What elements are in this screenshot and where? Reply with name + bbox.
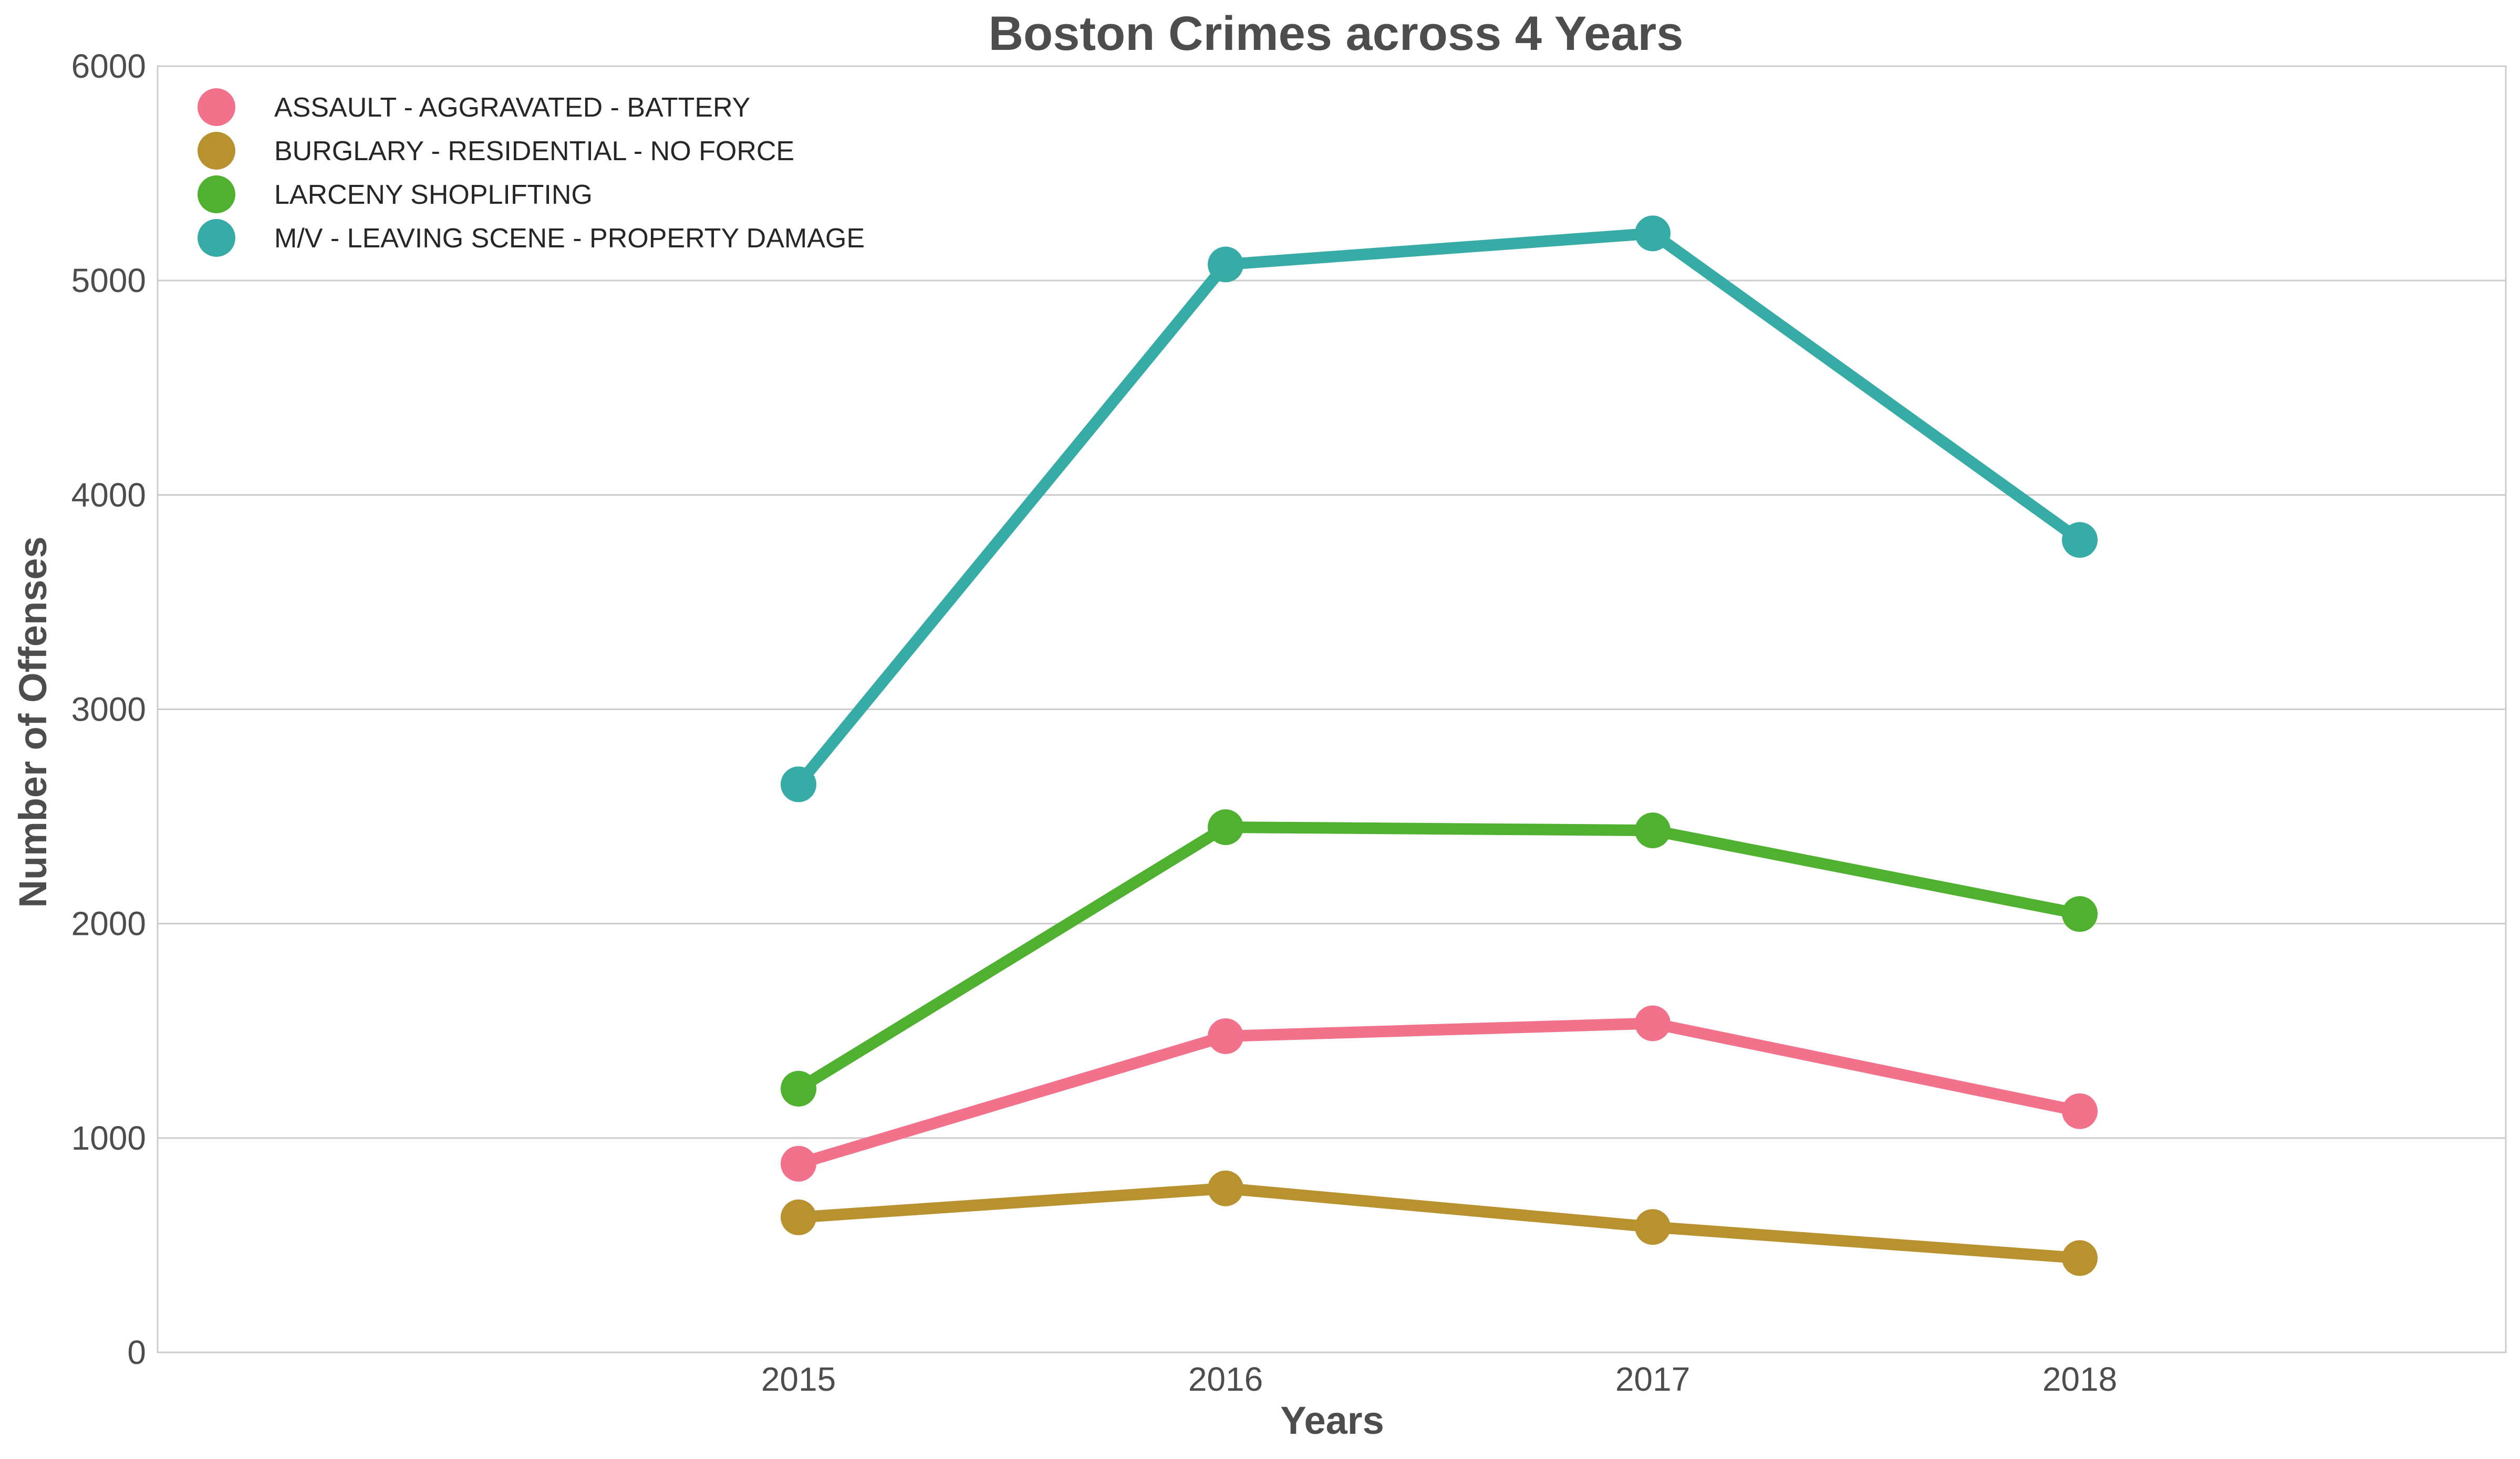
x-tick-label: 2017 [1615, 1360, 1690, 1398]
legend-marker [198, 175, 235, 213]
data-point [1208, 809, 1243, 845]
y-tick-label: 1000 [71, 1119, 146, 1157]
data-point [1635, 812, 1671, 849]
legend-label: BURGLARY - RESIDENTIAL - NO FORCE [274, 136, 794, 166]
legend-marker [198, 219, 235, 257]
y-tick-label: 3000 [71, 691, 146, 728]
legend-label: M/V - LEAVING SCENE - PROPERTY DAMAGE [274, 223, 865, 254]
data-point [781, 1070, 816, 1107]
x-axis-title: Years [1280, 1399, 1384, 1442]
chart-title: Boston Crimes across 4 Years [989, 7, 1684, 60]
data-point [1635, 215, 1671, 252]
y-tick-label: 5000 [71, 262, 146, 299]
series-layer [781, 215, 2098, 1276]
data-point [1208, 246, 1243, 283]
plot-frame [157, 65, 2507, 1353]
series-3 [781, 809, 2098, 1107]
y-tick-label: 0 [127, 1333, 146, 1371]
series-2 [781, 1170, 2098, 1276]
data-point [1635, 1209, 1671, 1245]
legend-marker [198, 132, 235, 170]
series-4 [781, 215, 2098, 803]
legend: ASSAULT - AGGRAVATED - BATTERY BURGLARY -… [198, 88, 865, 257]
series-line [793, 227, 2086, 790]
legend-label: ASSAULT - AGGRAVATED - BATTERY [274, 92, 750, 123]
series-line [793, 1182, 2086, 1264]
data-point [1208, 1170, 1243, 1206]
series-line [793, 821, 2086, 1095]
legend-label: LARCENY SHOPLIFTING [274, 180, 593, 210]
series-line [793, 1017, 2086, 1170]
y-tick-label: 6000 [71, 47, 146, 85]
data-point [2062, 1240, 2098, 1276]
legend-marker [198, 88, 235, 126]
legend-item: BURGLARY - RESIDENTIAL - NO FORCE [198, 132, 794, 170]
y-tick-label: 4000 [71, 476, 146, 514]
y-axis-title: Number of Offenses [11, 536, 55, 908]
legend-item: M/V - LEAVING SCENE - PROPERTY DAMAGE [198, 219, 865, 257]
data-point [2062, 1093, 2098, 1129]
x-tick-label: 2018 [2042, 1360, 2117, 1398]
data-point [781, 766, 816, 803]
data-point [1635, 1005, 1671, 1041]
data-point [781, 1145, 816, 1182]
x-tick-label: 2016 [1188, 1360, 1263, 1398]
data-point [781, 1199, 816, 1235]
data-point [1208, 1018, 1243, 1054]
data-point [2062, 522, 2098, 558]
x-tick-label: 2015 [761, 1360, 836, 1398]
y-tick-label: 2000 [71, 905, 146, 943]
legend-item: LARCENY SHOPLIFTING [198, 175, 593, 213]
y-tick-labels: 0 1000 2000 3000 4000 5000 6000 [71, 47, 146, 1371]
legend-item: ASSAULT - AGGRAVATED - BATTERY [198, 88, 750, 126]
data-point [2062, 896, 2098, 932]
series-1 [781, 1005, 2098, 1182]
x-tick-labels: 2015 2016 2017 2018 [761, 1360, 2117, 1398]
